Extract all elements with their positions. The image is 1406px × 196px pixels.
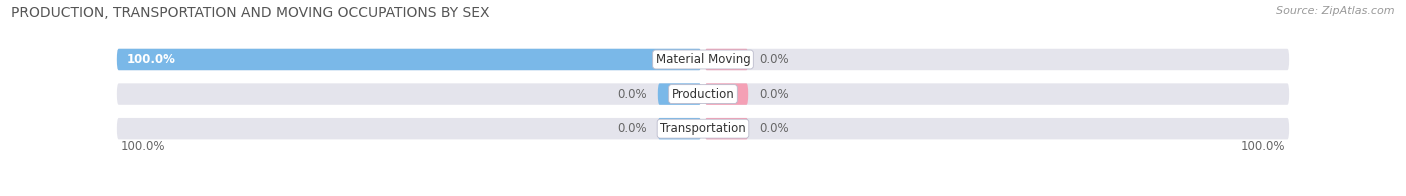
FancyBboxPatch shape (658, 83, 702, 105)
FancyBboxPatch shape (704, 118, 1289, 139)
Text: Source: ZipAtlas.com: Source: ZipAtlas.com (1277, 6, 1395, 16)
FancyBboxPatch shape (117, 49, 702, 70)
Text: 100.0%: 100.0% (127, 53, 176, 66)
Text: Production: Production (672, 88, 734, 101)
FancyBboxPatch shape (117, 118, 702, 139)
FancyBboxPatch shape (117, 83, 702, 105)
Text: Transportation: Transportation (661, 122, 745, 135)
Text: 0.0%: 0.0% (759, 88, 789, 101)
Text: 100.0%: 100.0% (121, 140, 166, 153)
FancyBboxPatch shape (704, 83, 1289, 105)
Text: 100.0%: 100.0% (1240, 140, 1285, 153)
FancyBboxPatch shape (704, 83, 748, 105)
FancyBboxPatch shape (704, 49, 748, 70)
Text: 0.0%: 0.0% (617, 122, 647, 135)
Text: 0.0%: 0.0% (759, 122, 789, 135)
Text: 0.0%: 0.0% (617, 88, 647, 101)
Text: 0.0%: 0.0% (759, 53, 789, 66)
FancyBboxPatch shape (704, 49, 1289, 70)
FancyBboxPatch shape (704, 118, 748, 139)
Text: Material Moving: Material Moving (655, 53, 751, 66)
Text: PRODUCTION, TRANSPORTATION AND MOVING OCCUPATIONS BY SEX: PRODUCTION, TRANSPORTATION AND MOVING OC… (11, 6, 489, 20)
FancyBboxPatch shape (117, 49, 702, 70)
FancyBboxPatch shape (658, 118, 702, 139)
